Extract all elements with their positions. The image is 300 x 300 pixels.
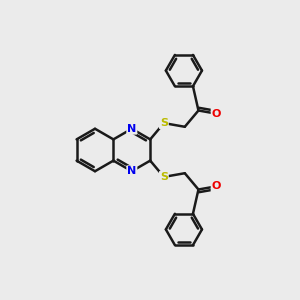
Text: N: N <box>127 124 136 134</box>
Text: S: S <box>160 118 168 128</box>
Text: S: S <box>160 172 168 182</box>
Text: N: N <box>127 166 136 176</box>
Text: O: O <box>212 109 221 118</box>
Text: O: O <box>212 182 221 191</box>
